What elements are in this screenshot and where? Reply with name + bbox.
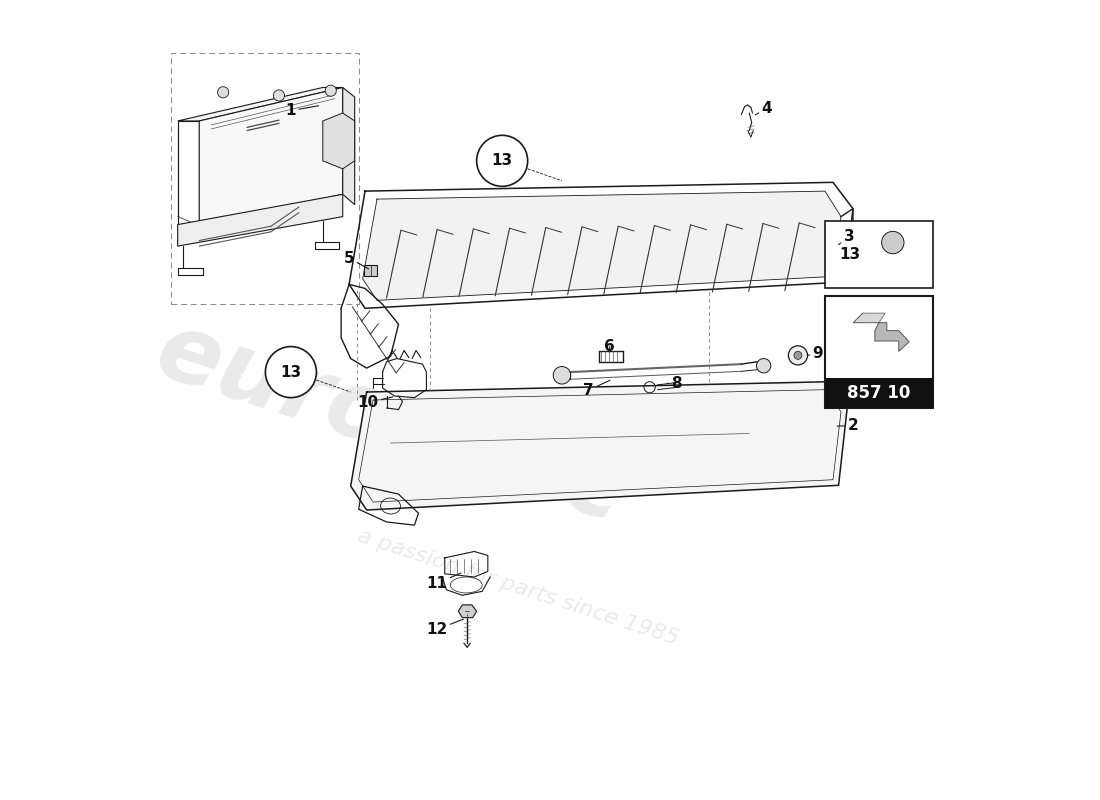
Polygon shape	[178, 87, 343, 121]
Polygon shape	[343, 87, 354, 205]
Circle shape	[476, 135, 528, 186]
Text: 11: 11	[427, 573, 461, 591]
Circle shape	[274, 90, 285, 101]
Circle shape	[553, 366, 571, 384]
Text: 2: 2	[837, 418, 858, 433]
Text: a passion for parts since 1985: a passion for parts since 1985	[355, 526, 681, 649]
Circle shape	[789, 346, 807, 365]
Text: 13: 13	[492, 154, 513, 168]
Text: eurospec: eurospec	[145, 305, 636, 543]
Text: 10: 10	[358, 395, 393, 410]
Text: 4: 4	[756, 101, 772, 116]
Circle shape	[326, 85, 337, 96]
Bar	[825, 296, 933, 408]
Bar	[364, 266, 377, 277]
Text: 12: 12	[426, 619, 463, 637]
Text: 7: 7	[583, 380, 610, 398]
Bar	[825, 221, 933, 288]
Polygon shape	[854, 313, 886, 322]
Polygon shape	[178, 194, 343, 246]
Text: 3: 3	[838, 229, 855, 245]
Polygon shape	[363, 191, 842, 300]
Circle shape	[757, 358, 771, 373]
Text: 1: 1	[286, 103, 319, 118]
Polygon shape	[459, 605, 476, 618]
Circle shape	[881, 231, 904, 254]
Text: 5: 5	[344, 250, 369, 269]
Circle shape	[218, 86, 229, 98]
Bar	[825, 378, 933, 408]
Polygon shape	[322, 113, 354, 169]
Bar	[172, 54, 359, 304]
Circle shape	[794, 351, 802, 359]
Polygon shape	[351, 382, 847, 510]
Polygon shape	[199, 87, 343, 225]
Text: 9: 9	[807, 346, 823, 362]
Text: 13: 13	[280, 365, 301, 379]
Text: 6: 6	[604, 339, 615, 354]
Text: 13: 13	[839, 247, 860, 262]
Circle shape	[265, 346, 317, 398]
Text: 8: 8	[668, 376, 681, 390]
Polygon shape	[854, 313, 909, 351]
Text: 857 10: 857 10	[847, 384, 911, 402]
